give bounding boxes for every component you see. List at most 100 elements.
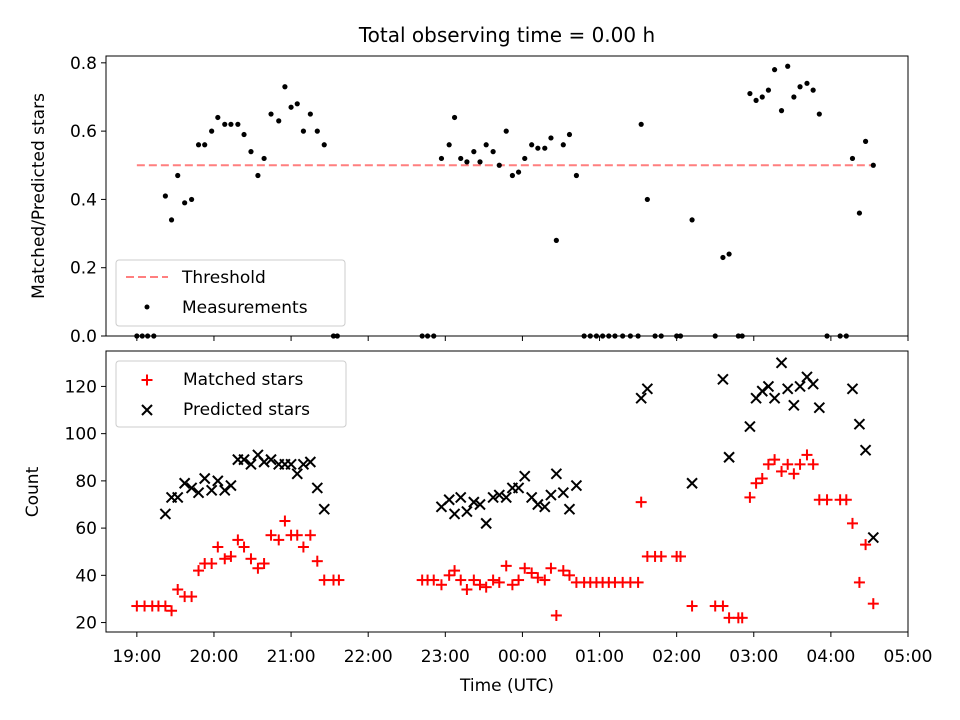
measurement-point [862,138,869,144]
cross-stroke [813,401,826,414]
matched-point [769,454,781,466]
matched-point [860,539,872,551]
measurement-point [168,217,175,223]
cross-stroke [225,479,237,492]
matched-point [166,605,178,617]
cross-stroke [853,418,866,430]
matched-point [853,576,865,588]
matched-point [265,529,277,541]
matched-point [519,562,531,574]
ratio-y-tick-label: 0.8 [70,54,97,74]
measurement-point [175,172,181,179]
matched-point [500,560,512,572]
measurement-point [202,142,208,148]
measurement-point [464,159,470,165]
cross-stroke [525,491,538,504]
measurement-point [542,145,548,151]
legend-predicted-label: Predicted stars [183,400,310,420]
cross-stroke [205,484,218,497]
measurement-point [307,111,313,117]
predicted-point [762,380,775,393]
cross-stroke [443,494,455,506]
measurement-point [209,128,215,134]
matched-point [172,583,184,595]
x-tick-label: 23:00 [421,647,470,667]
x-tick-label: 05:00 [884,647,933,667]
measurement-point [797,84,803,90]
measurement-point [314,128,320,134]
measurement-point [816,111,822,117]
matched-point [252,562,264,574]
count-y-axis-label: Count [23,466,43,517]
matched-point [225,550,237,562]
cross-stroke [252,449,264,461]
predicted-point [212,475,224,487]
predicted-point [846,383,859,395]
matched-point [297,541,309,553]
legend-threshold-label: Threshold [181,268,266,288]
cross-stroke [178,477,191,489]
predicted-point [686,477,698,489]
matched-point [526,567,538,579]
predicted-point [461,505,473,518]
cross-stroke [219,484,231,497]
ratio-y-tick-label: 0.6 [70,122,97,142]
cross-stroke [500,491,512,504]
predicted-point [545,489,557,501]
cross-stroke [781,383,794,395]
matched-point [794,458,806,470]
matched-point [212,541,224,553]
count-panel: 20 40 60 80 100 120 19:00 20:00 21:00 22:00 23:00 0… [23,350,933,696]
matched-point [279,515,291,527]
matched-point [291,529,303,541]
matched-point [333,574,345,586]
measurement-point [644,196,650,203]
predicted-point [291,468,303,480]
measurement-point [791,94,797,100]
measurement-point [785,63,791,69]
predicted-point [285,458,297,471]
count-y-tick-label: 120 [65,377,97,397]
predicted-point [781,383,794,395]
measurement-point [509,172,515,179]
x-tick-label: 03:00 [729,647,778,667]
matched-point [487,574,499,586]
predicted-point [768,392,781,404]
matched-point [675,550,687,562]
legend-matched-label: Matched stars [183,370,303,390]
cross-stroke [285,458,297,471]
cross-stroke [297,458,310,471]
matched-point [750,477,762,489]
matched-point [736,612,748,624]
matched-point [468,574,480,586]
cross-stroke [570,479,583,492]
count-legend-box [115,360,347,428]
matched-point [545,562,557,574]
cross-stroke [212,475,224,487]
cross-stroke [686,477,698,489]
count-panel-frame [105,350,909,633]
cross-stroke [480,517,492,530]
measurement-point [503,128,509,134]
ratio-y-tick-label: 0.0 [70,327,97,347]
cross-stroke [455,491,467,504]
count-y-tick-label: 100 [65,425,97,445]
ratio-legend-box [115,259,346,327]
chart-title: Total observing time = 0.00 h [358,23,655,47]
x-tick-label: 21:00 [267,647,316,667]
predicted-point [519,470,531,482]
predicted-point [563,503,576,515]
measurement-point [529,142,535,148]
measurement-point [496,162,502,168]
predicted-point [474,498,486,511]
matched-point [193,565,205,577]
matched-point [159,600,171,612]
measurement-point [849,155,856,162]
predicted-point [297,458,310,471]
predicted-point [172,491,184,504]
x-axis-label: Time (UTC) [459,676,554,696]
matched-point [428,574,440,586]
cross-stroke [775,357,788,369]
measurement-point [215,114,221,121]
